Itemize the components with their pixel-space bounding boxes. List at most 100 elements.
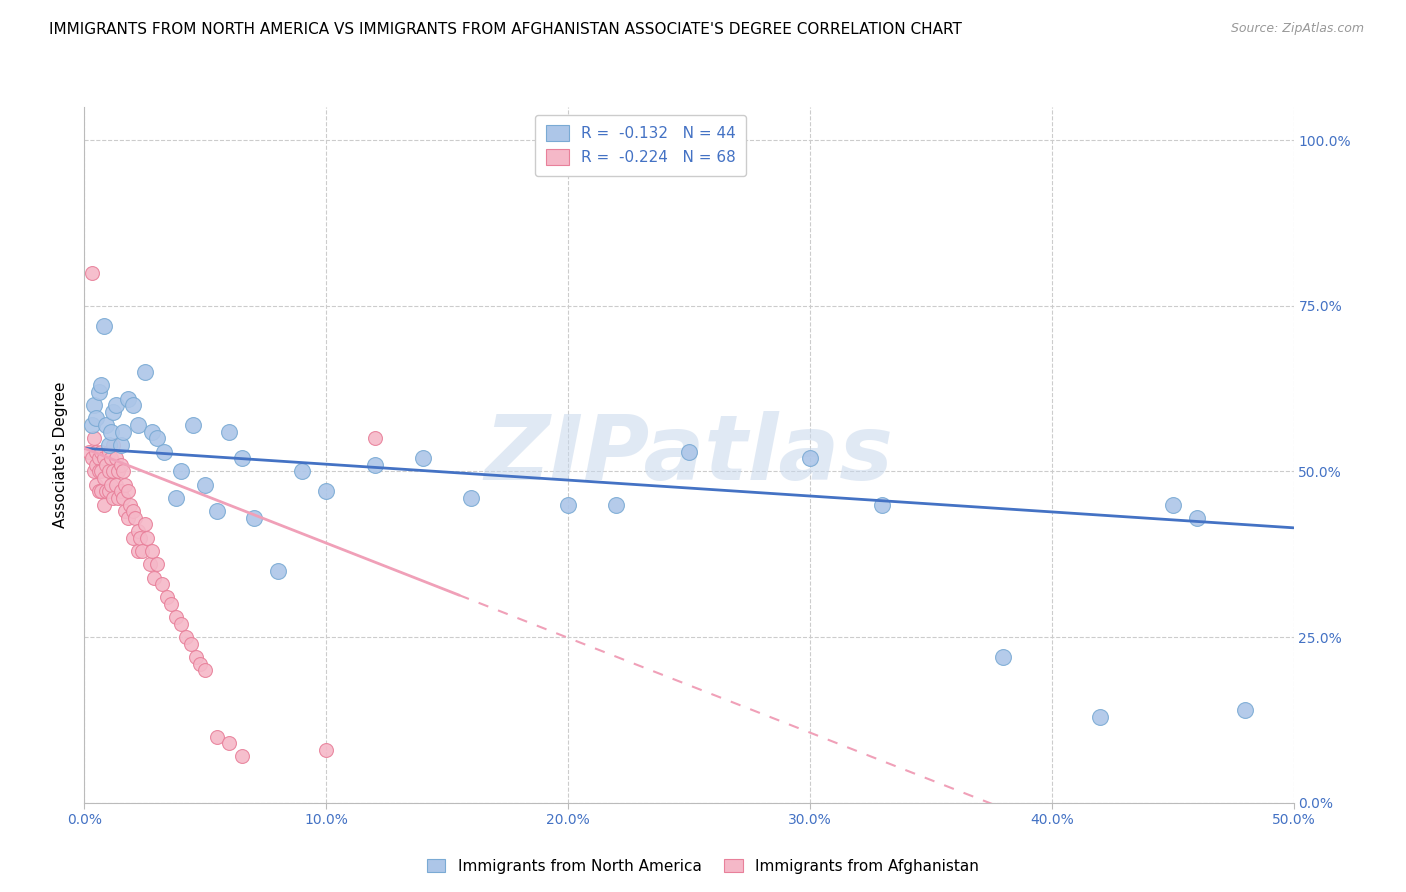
Point	[107, 491, 129, 505]
Point	[1234, 703, 1257, 717]
Point	[146, 431, 169, 445]
Point	[127, 544, 149, 558]
Point	[97, 484, 120, 499]
Point	[134, 517, 156, 532]
Point	[207, 504, 229, 518]
Point	[194, 477, 217, 491]
Point	[872, 498, 894, 512]
Point	[363, 458, 385, 472]
Point	[104, 398, 127, 412]
Point	[87, 384, 110, 399]
Point	[97, 438, 120, 452]
Point	[121, 531, 143, 545]
Point	[90, 444, 112, 458]
Point	[460, 491, 482, 505]
Point	[150, 577, 173, 591]
Point	[120, 498, 142, 512]
Point	[90, 378, 112, 392]
Point	[86, 411, 108, 425]
Point	[315, 743, 337, 757]
Point	[315, 484, 337, 499]
Point	[86, 477, 108, 491]
Point	[165, 491, 187, 505]
Point	[160, 597, 183, 611]
Point	[557, 498, 579, 512]
Point	[97, 465, 120, 479]
Point	[90, 484, 112, 499]
Point	[141, 425, 163, 439]
Point	[121, 504, 143, 518]
Point	[100, 425, 122, 439]
Point	[165, 610, 187, 624]
Point	[127, 524, 149, 538]
Point	[112, 425, 135, 439]
Point	[112, 491, 135, 505]
Point	[117, 511, 139, 525]
Point	[87, 484, 110, 499]
Point	[103, 405, 125, 419]
Legend: Immigrants from North America, Immigrants from Afghanistan: Immigrants from North America, Immigrant…	[420, 853, 986, 880]
Text: ZIPatlas: ZIPatlas	[485, 411, 893, 499]
Point	[114, 477, 136, 491]
Point	[94, 484, 117, 499]
Point	[77, 444, 100, 458]
Point	[97, 444, 120, 458]
Point	[80, 266, 103, 280]
Point	[180, 637, 202, 651]
Point	[103, 491, 125, 505]
Point	[114, 504, 136, 518]
Point	[87, 451, 110, 466]
Point	[184, 650, 207, 665]
Point	[1161, 498, 1184, 512]
Point	[83, 431, 105, 445]
Point	[90, 465, 112, 479]
Point	[121, 398, 143, 412]
Point	[218, 736, 240, 750]
Point	[136, 531, 159, 545]
Point	[231, 451, 253, 466]
Point	[412, 451, 434, 466]
Legend: R =  -0.132   N = 44, R =  -0.224   N = 68: R = -0.132 N = 44, R = -0.224 N = 68	[534, 115, 747, 176]
Point	[1088, 709, 1111, 723]
Point	[110, 438, 132, 452]
Point	[267, 564, 290, 578]
Point	[80, 451, 103, 466]
Point	[143, 570, 166, 584]
Point	[363, 431, 385, 445]
Point	[94, 418, 117, 433]
Point	[112, 465, 135, 479]
Point	[93, 318, 115, 333]
Point	[799, 451, 821, 466]
Point	[993, 650, 1015, 665]
Point	[678, 444, 700, 458]
Point	[80, 418, 103, 433]
Point	[104, 477, 127, 491]
Point	[103, 438, 125, 452]
Point	[100, 477, 122, 491]
Point	[117, 392, 139, 406]
Point	[117, 484, 139, 499]
Point	[103, 465, 125, 479]
Point	[194, 663, 217, 677]
Point	[94, 458, 117, 472]
Point	[291, 465, 314, 479]
Point	[131, 544, 153, 558]
Point	[93, 498, 115, 512]
Point	[124, 511, 146, 525]
Point	[93, 451, 115, 466]
Point	[104, 451, 127, 466]
Point	[181, 418, 204, 433]
Point	[218, 425, 240, 439]
Point	[174, 630, 197, 644]
Point	[190, 657, 212, 671]
Point	[605, 498, 627, 512]
Point	[110, 458, 132, 472]
Point	[141, 544, 163, 558]
Point	[110, 484, 132, 499]
Point	[87, 465, 110, 479]
Text: Source: ZipAtlas.com: Source: ZipAtlas.com	[1230, 22, 1364, 36]
Point	[207, 730, 229, 744]
Point	[93, 471, 115, 485]
Point	[86, 444, 108, 458]
Point	[100, 451, 122, 466]
